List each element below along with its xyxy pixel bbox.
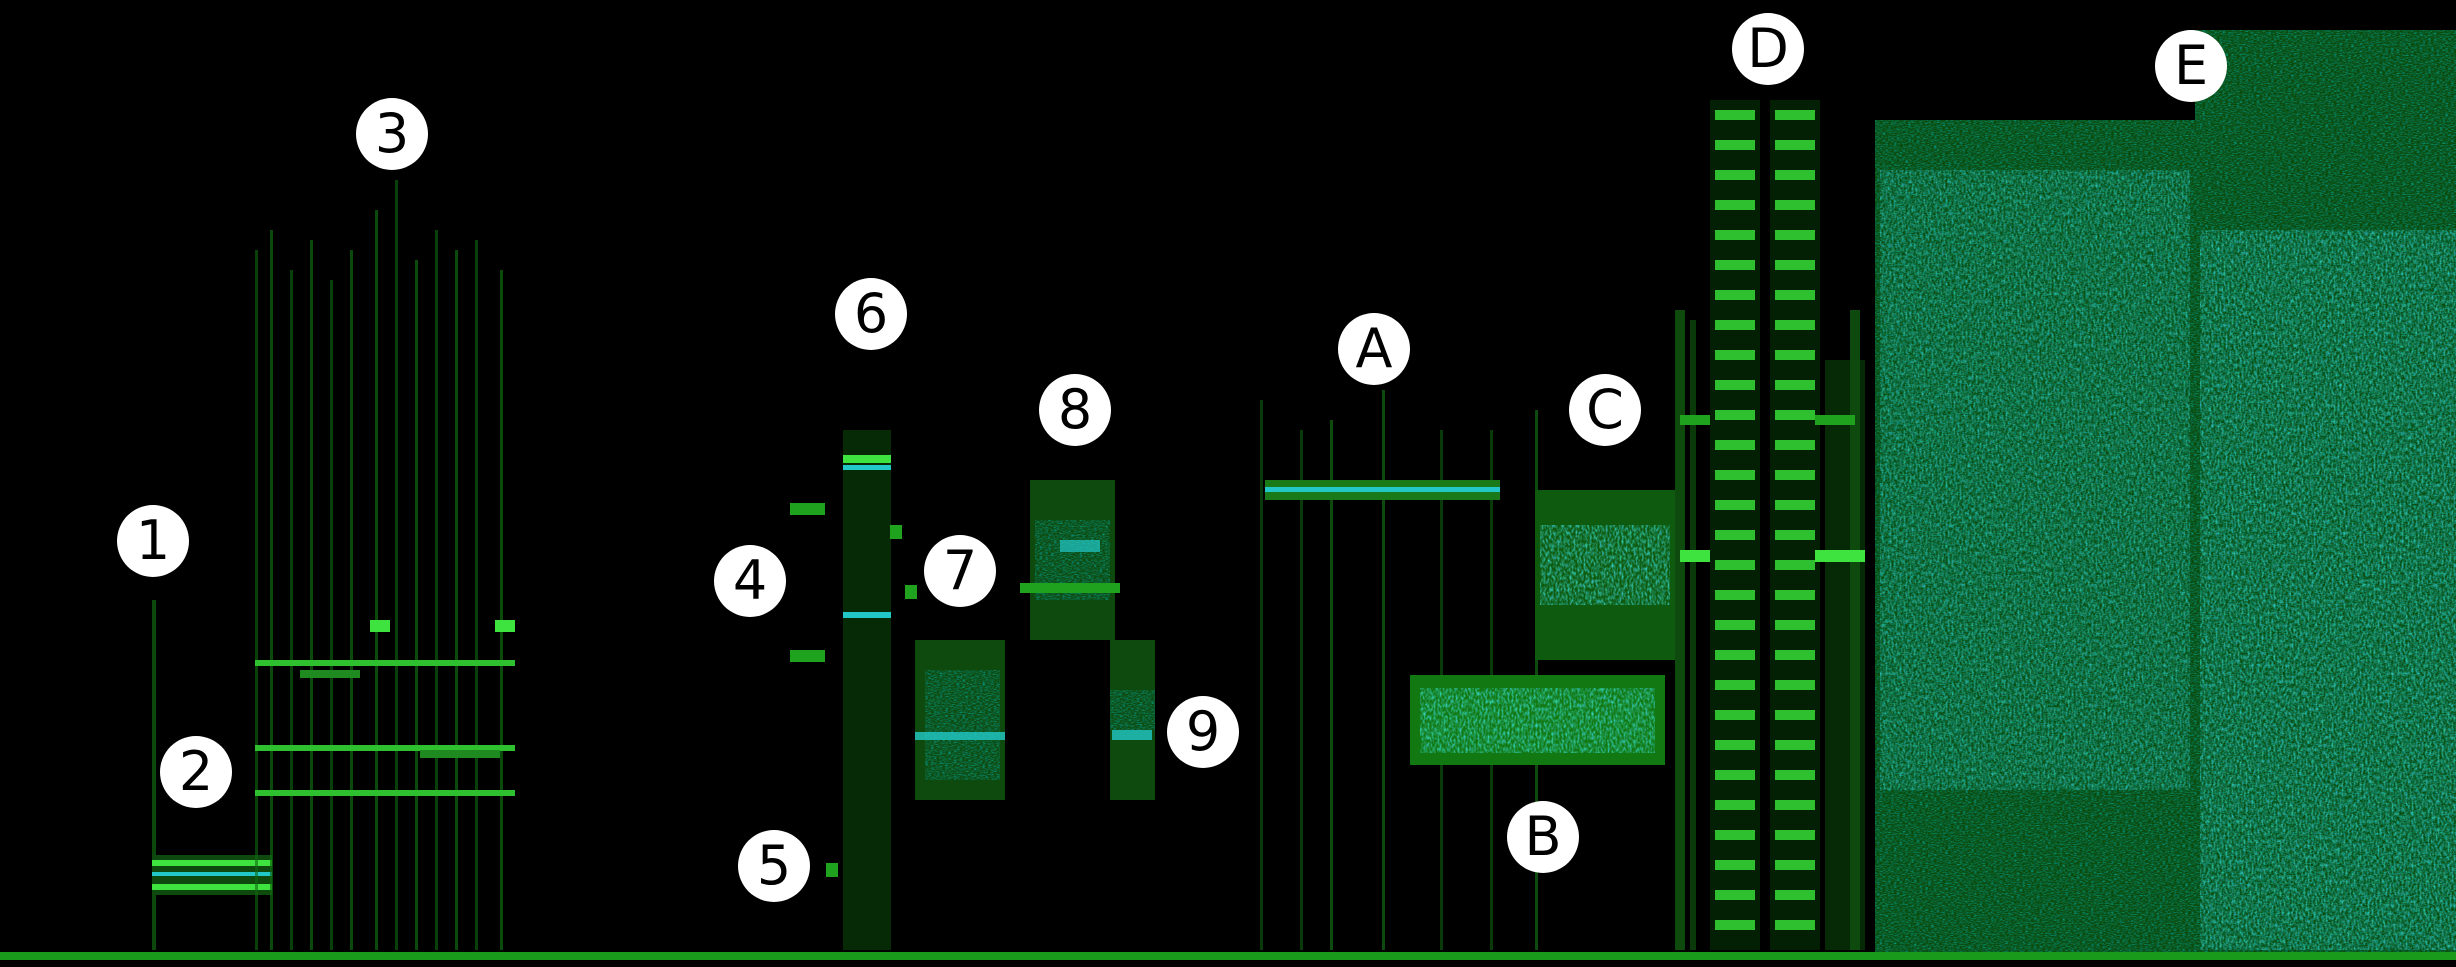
ladder-rung xyxy=(1715,530,1755,540)
ladder-rungs xyxy=(1715,110,1815,930)
ladder-rung xyxy=(1715,890,1755,900)
ladder-rung xyxy=(1715,380,1755,390)
signal-region-7 xyxy=(915,640,1005,800)
ladder-rung xyxy=(1775,320,1815,330)
ladder-rung xyxy=(1715,710,1755,720)
ladder-rung xyxy=(1775,410,1815,420)
ladder-rung xyxy=(1715,110,1755,120)
marker-5: 5 xyxy=(738,830,810,902)
ladder-rung xyxy=(1715,320,1755,330)
ladder-rung xyxy=(1775,110,1815,120)
marker-6: 6 xyxy=(835,278,907,350)
ladder-rung xyxy=(1715,410,1755,420)
marker-9: 9 xyxy=(1167,696,1239,768)
ladder-rung xyxy=(1715,140,1755,150)
signal-region-B xyxy=(1410,675,1665,765)
signal-region-8 xyxy=(1020,480,1120,640)
signal-region-3 xyxy=(255,180,515,950)
ladder-rung xyxy=(1715,230,1755,240)
marker-2: 2 xyxy=(160,736,232,808)
marker-C: C xyxy=(1569,374,1641,446)
ladder-rung xyxy=(1715,590,1755,600)
ladder-rung xyxy=(1775,770,1815,780)
marker-4: 4 xyxy=(714,545,786,617)
marker-E: E xyxy=(2155,30,2227,102)
ladder-rung xyxy=(1715,650,1755,660)
ladder-rung xyxy=(1775,560,1815,570)
ladder-rung xyxy=(1715,290,1755,300)
ladder-rung xyxy=(1715,440,1755,450)
ladder-rung xyxy=(1715,620,1755,630)
ladder-rung xyxy=(1775,230,1815,240)
marker-8: 8 xyxy=(1039,374,1111,446)
signal-region-1-2 xyxy=(152,600,272,950)
marker-1: 1 xyxy=(117,505,189,577)
ladder-rung xyxy=(1775,140,1815,150)
signal-region-E xyxy=(1875,30,2456,952)
ladder-rung xyxy=(1775,260,1815,270)
ladder-rung xyxy=(1715,260,1755,270)
ladder-rung xyxy=(1775,200,1815,210)
marker-B: B xyxy=(1507,801,1579,873)
ladder-rung xyxy=(1715,560,1755,570)
ladder-rung xyxy=(1775,530,1815,540)
ladder-rung xyxy=(1715,800,1755,810)
ladder-rung xyxy=(1775,380,1815,390)
ladder-rung xyxy=(1775,620,1815,630)
signal-region-6 xyxy=(843,430,917,950)
ladder-rung xyxy=(1715,500,1755,510)
ladder-rung xyxy=(1715,350,1755,360)
ladder-rung xyxy=(1715,920,1755,930)
signal-region-5 xyxy=(826,863,838,877)
ladder-rung xyxy=(1775,290,1815,300)
ladder-rung xyxy=(1715,740,1755,750)
baseline xyxy=(0,952,2456,960)
ladder-rung xyxy=(1775,440,1815,450)
ladder-rung xyxy=(1775,830,1815,840)
ladder-rung xyxy=(1775,470,1815,480)
ladder-rung xyxy=(1775,860,1815,870)
ladder-rung xyxy=(1775,920,1815,930)
ladder-rung xyxy=(1775,170,1815,180)
ladder-rung xyxy=(1715,680,1755,690)
signal-region-9 xyxy=(1110,640,1155,800)
ladder-rung xyxy=(1715,830,1755,840)
ladder-rung xyxy=(1775,710,1815,720)
signal-region-C xyxy=(1535,490,1675,660)
signal-region-4 xyxy=(790,503,825,662)
ladder-rung xyxy=(1715,170,1755,180)
marker-A: A xyxy=(1338,313,1410,385)
marker-7: 7 xyxy=(924,535,996,607)
ladder-rung xyxy=(1775,350,1815,360)
ladder-rung xyxy=(1715,770,1755,780)
ladder-rung xyxy=(1775,590,1815,600)
ladder-rung xyxy=(1775,500,1815,510)
ladder-rung xyxy=(1715,200,1755,210)
marker-3: 3 xyxy=(356,98,428,170)
ladder-rung xyxy=(1775,800,1815,810)
ladder-rung xyxy=(1775,650,1815,660)
ladder-rung xyxy=(1775,740,1815,750)
ladder-rung xyxy=(1715,860,1755,870)
ladder-rung xyxy=(1715,470,1755,480)
marker-D: D xyxy=(1732,13,1804,85)
ladder-rung xyxy=(1775,890,1815,900)
ladder-rung xyxy=(1775,680,1815,690)
